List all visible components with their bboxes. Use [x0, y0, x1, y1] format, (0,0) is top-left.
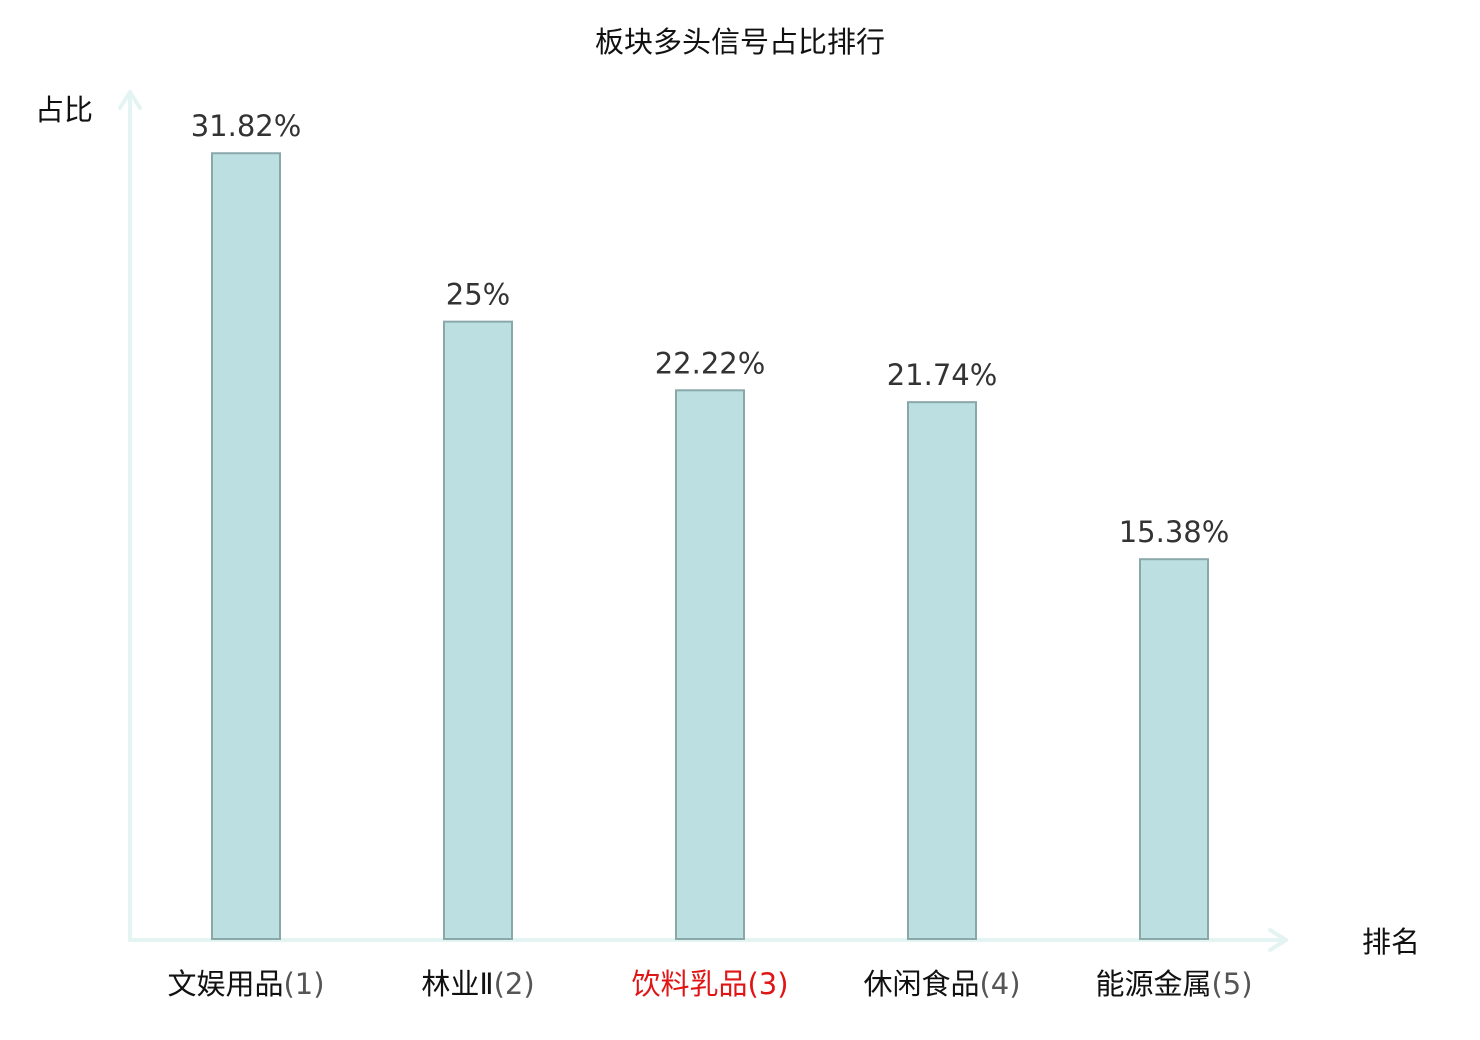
- category-label-1: 文娱用品(1): [167, 967, 324, 1001]
- category-label-3: 饮料乳品(3): [631, 967, 788, 1001]
- bar-1: [211, 152, 281, 940]
- y-axis-arrow: [118, 90, 142, 110]
- category-name: 休闲食品: [863, 967, 979, 1001]
- bar-value-label-2: 25%: [446, 278, 510, 312]
- x-axis-arrow: [1268, 928, 1288, 952]
- bar-value-label-3: 22.22%: [655, 346, 766, 380]
- bar-value-label-1: 31.82%: [191, 109, 302, 143]
- category-labels-group: 文娱用品(1) 林业Ⅱ(2) 饮料乳品(3) 休闲食品(4) 能源金属(5): [167, 967, 1252, 1001]
- x-axis-label: 排名: [1362, 925, 1420, 959]
- bar-value-label-4: 21.74%: [887, 358, 998, 392]
- bars-group: [211, 152, 1209, 941]
- bar-value-label-5: 15.38%: [1119, 515, 1230, 549]
- y-axis-label: 占比: [35, 93, 93, 127]
- category-rank: (5): [1211, 967, 1252, 1001]
- bar-5: [1139, 558, 1209, 941]
- value-labels-group: 31.82% 25% 22.22% 21.74% 15.38%: [191, 109, 1230, 549]
- category-label-2: 林业Ⅱ(2): [421, 967, 534, 1001]
- chart-title: 板块多头信号占比排行: [595, 25, 885, 59]
- category-rank: (1): [283, 967, 324, 1001]
- bar-4: [907, 401, 977, 940]
- category-name: 林业Ⅱ: [421, 967, 493, 1001]
- category-name: 能源金属: [1095, 967, 1211, 1001]
- category-label-5: 能源金属(5): [1095, 967, 1252, 1001]
- category-rank: (4): [979, 967, 1020, 1001]
- category-label-4: 休闲食品(4): [863, 967, 1020, 1001]
- category-name: 饮料乳品: [631, 967, 747, 1001]
- bar-2: [443, 320, 513, 940]
- category-rank: (3): [747, 967, 788, 1001]
- category-rank: (2): [494, 967, 535, 1001]
- category-name: 文娱用品: [167, 967, 283, 1001]
- bar-3: [675, 389, 745, 940]
